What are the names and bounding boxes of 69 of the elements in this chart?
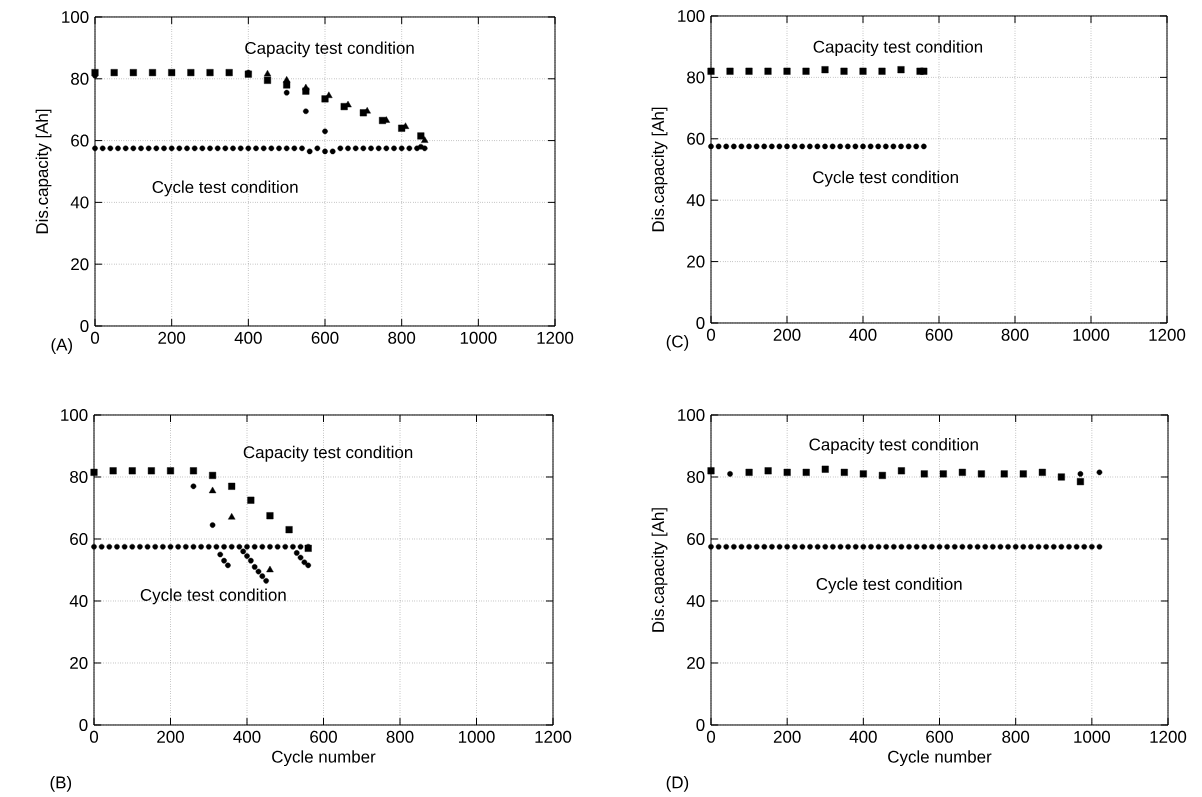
x-tick-label: 800 [388, 331, 416, 344]
x-tick-label: 200 [773, 730, 801, 743]
x-tick-label: 600 [311, 331, 339, 344]
x-tick-label: 1200 [1150, 730, 1187, 743]
x-tick-label: 600 [310, 730, 337, 743]
x-tick-label: 1000 [460, 331, 497, 344]
y-tick-label: 80 [70, 470, 88, 483]
annotation: Cycle test condition [816, 577, 962, 594]
text: (A) [51, 337, 73, 354]
x-tick-label: 400 [234, 331, 262, 344]
y-tick-label: 80 [687, 470, 705, 483]
text: (C) [666, 334, 689, 351]
y-tick-label: 100 [678, 9, 705, 22]
y-tick-label: 20 [687, 656, 705, 669]
y-tick-label: 40 [70, 196, 89, 209]
x-tick-label: 200 [773, 328, 801, 341]
x-tick-label: 600 [926, 730, 953, 743]
x-tick-label: 1200 [537, 331, 574, 344]
x-tick-label: 600 [925, 328, 953, 341]
y-tick-label: 0 [696, 316, 705, 329]
x-tick-label: 0 [706, 730, 716, 743]
y-tick-label: 40 [69, 594, 88, 607]
y-tick-label: 60 [71, 134, 89, 147]
x-tick-label: 200 [157, 730, 184, 743]
y-tick-label: 80 [71, 72, 89, 85]
y-tick-label: 100 [678, 408, 705, 421]
y-tick-label: 40 [686, 193, 705, 206]
x-tick-label: 800 [386, 730, 414, 743]
x-tick-label: 800 [1001, 328, 1029, 341]
x-tick-label: 400 [233, 730, 261, 743]
y-tick-label: 40 [686, 594, 705, 607]
y-tick-label: 20 [71, 257, 89, 270]
x-tick-label: 400 [849, 730, 877, 743]
annotation: Capacity test condition [813, 40, 983, 56]
x-tick-label: 1200 [1149, 328, 1186, 341]
x-tick-label: 0 [89, 730, 99, 743]
x-tick-label: 400 [849, 328, 877, 341]
annotation: Cycle test condition [152, 180, 298, 197]
annotation: Capacity test condition [809, 437, 978, 454]
y-axis-title: Dis.capacity [Ah] [651, 107, 668, 231]
x-tick-label: 1000 [458, 730, 495, 743]
x-tick-label: 0 [90, 331, 100, 344]
x-tick-label: 1200 [535, 730, 572, 743]
annotation: Cycle test condition [140, 588, 286, 605]
y-tick-label: 100 [61, 408, 88, 421]
x-axis-title: Cycle number [272, 750, 376, 766]
text: (D) [666, 775, 689, 792]
x-tick-label: 0 [706, 328, 716, 341]
annotation: Capacity test condition [243, 445, 413, 462]
x-tick-label: 1000 [1074, 730, 1111, 743]
y-tick-label: 100 [62, 10, 89, 23]
annotation: Capacity test condition [245, 41, 414, 58]
y-tick-label: 0 [696, 718, 705, 731]
x-axis-title: Cycle number [888, 750, 992, 766]
y-tick-label: 0 [80, 319, 89, 332]
y-tick-label: 60 [687, 532, 705, 545]
x-tick-label: 1000 [1073, 328, 1110, 341]
y-tick-label: 60 [687, 132, 705, 145]
y-axis-title: Dis.capacity [Ah] [651, 507, 668, 632]
x-tick-label: 800 [1002, 730, 1030, 743]
text: (B) [50, 775, 72, 792]
annotation: Cycle test condition [813, 170, 958, 187]
y-tick-label: 20 [70, 656, 88, 669]
y-tick-label: 60 [70, 532, 88, 545]
y-tick-label: 80 [687, 71, 705, 84]
y-tick-label: 0 [79, 718, 88, 731]
x-tick-label: 200 [158, 331, 186, 344]
y-tick-label: 20 [687, 255, 705, 268]
y-axis-title: Dis.capacity [Ah] [35, 109, 52, 233]
